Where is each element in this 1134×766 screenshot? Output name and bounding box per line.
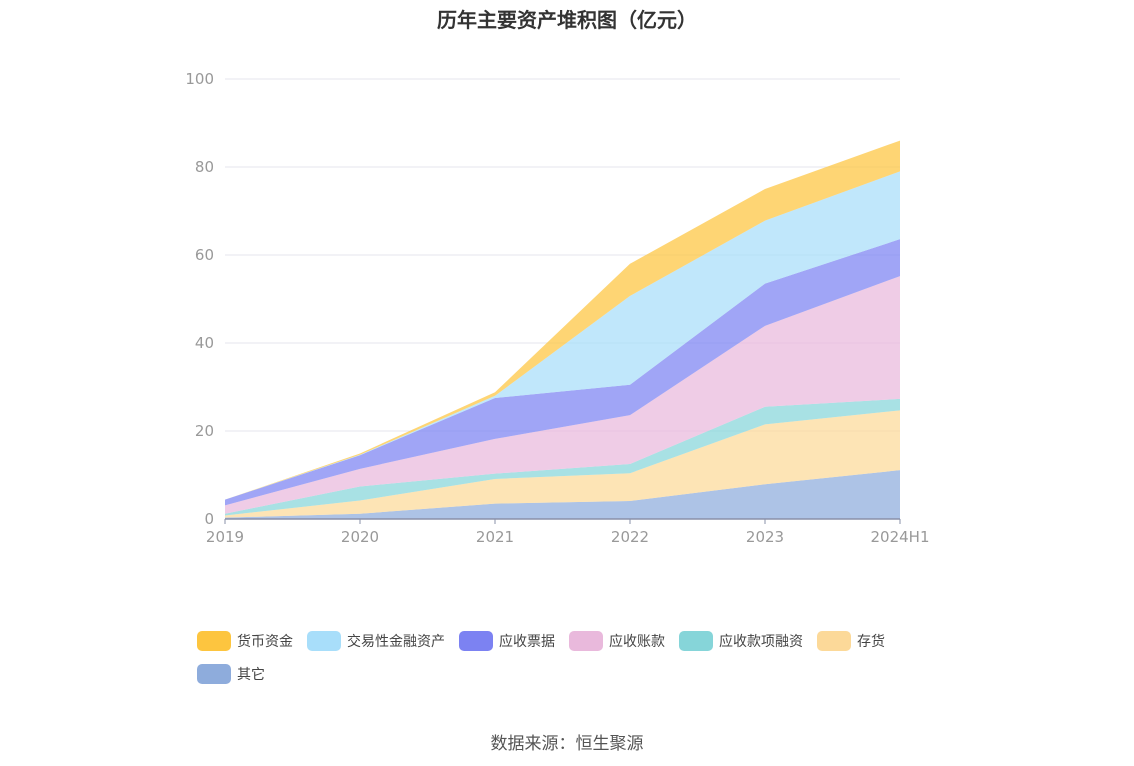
legend-swatch: [307, 631, 341, 651]
area-series-0[interactable]: [225, 470, 900, 519]
x-tick-label: 2020: [341, 528, 379, 546]
stacked-area-chart: 0 20 40 60 80 100 2019 2020 2021 2022 2023 2024H1: [185, 70, 929, 546]
area-series: [225, 140, 900, 519]
legend-label: 应收账款: [609, 634, 665, 650]
chart-title: 历年主要资产堆积图（亿元）: [437, 8, 697, 32]
y-tick-label: 0: [204, 510, 214, 528]
legend-item-notes-receivable[interactable]: 应收票据: [459, 630, 555, 652]
legend-item-receivables-financing[interactable]: 应收款项融资: [679, 630, 803, 652]
area-series-2[interactable]: [225, 398, 900, 516]
area-series-4[interactable]: [225, 239, 900, 506]
legend-swatch: [817, 631, 851, 651]
area-series-6[interactable]: [225, 140, 900, 500]
legend-swatch: [197, 631, 231, 651]
y-tick-label: 100: [185, 70, 214, 88]
legend-label: 应收款项融资: [719, 634, 803, 650]
legend-swatch: [679, 631, 713, 651]
x-tick-label: 2022: [611, 528, 649, 546]
legend-label: 存货: [857, 634, 885, 650]
data-source-note: 数据来源：恒生聚源: [490, 734, 644, 754]
x-tick-label: 2021: [476, 528, 514, 546]
x-tick-label: 2023: [746, 528, 784, 546]
legend-label: 交易性金融资产: [347, 634, 445, 650]
legend-item-trading-financial-assets[interactable]: 交易性金融资产: [307, 630, 445, 652]
x-tick-label: 2024H1: [871, 528, 930, 546]
area-series-1[interactable]: [225, 410, 900, 518]
y-tick-label: 60: [195, 246, 214, 264]
legend-label: 货币资金: [237, 634, 293, 650]
y-tick-label: 40: [195, 334, 214, 352]
legend-swatch: [197, 664, 231, 684]
legend-swatch: [569, 631, 603, 651]
area-series-3[interactable]: [225, 276, 900, 514]
legend-item-other[interactable]: 其它: [197, 663, 265, 685]
y-tick-label: 80: [195, 158, 214, 176]
axes: 0 20 40 60 80 100 2019 2020 2021 2022 2023 2024H1: [185, 70, 929, 546]
legend-swatch: [459, 631, 493, 651]
area-series-5[interactable]: [225, 171, 900, 500]
y-tick-label: 20: [195, 422, 214, 440]
x-tick-label: 2019: [206, 528, 244, 546]
legend-item-cash[interactable]: 货币资金: [197, 630, 293, 652]
legend-label: 应收票据: [499, 634, 555, 650]
chart-legend: 货币资金 交易性金融资产 应收票据 应收账款 应收款项融资 存货 其它: [197, 630, 957, 685]
legend-item-accounts-receivable[interactable]: 应收账款: [569, 630, 665, 652]
legend-label: 其它: [237, 667, 265, 683]
legend-item-inventory[interactable]: 存货: [817, 630, 885, 652]
